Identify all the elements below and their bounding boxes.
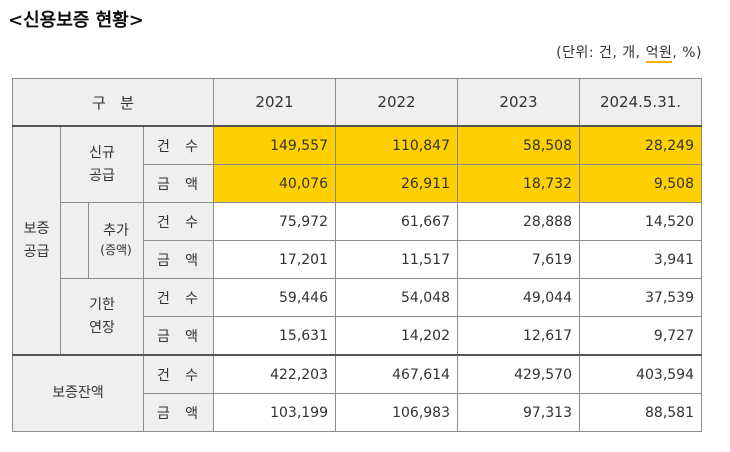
unit-suffix: , %) xyxy=(672,45,702,61)
cell-value: 58,508 xyxy=(457,125,580,165)
cell-value: 110,847 xyxy=(335,125,458,165)
group-extension: 기한 연장 xyxy=(60,278,144,356)
cell-value: 11,517 xyxy=(335,240,458,279)
cell-value: 37,539 xyxy=(579,278,702,317)
header-year-1: 2021 xyxy=(213,78,336,127)
cell-value: 3,941 xyxy=(579,240,702,279)
cell-value: 59,446 xyxy=(213,278,336,317)
cell-value: 9,727 xyxy=(579,316,702,356)
cell-value: 7,619 xyxy=(457,240,580,279)
group-new-supply: 신규 공급 xyxy=(60,125,144,203)
group-balance: 보증잔액 xyxy=(12,354,144,432)
cell-value: 88,581 xyxy=(579,393,702,432)
cell-value: 75,972 xyxy=(213,202,336,241)
cell-value: 28,888 xyxy=(457,202,580,241)
unit-prefix: (단위: 건, 개, xyxy=(556,45,646,61)
cell-value: 54,048 xyxy=(335,278,458,317)
cell-value: 12,617 xyxy=(457,316,580,356)
cell-value: 14,520 xyxy=(579,202,702,241)
group-guarantee-supply: 보증 공급 xyxy=(12,125,61,356)
cell-value: 61,667 xyxy=(335,202,458,241)
cell-value: 28,249 xyxy=(579,125,702,165)
cell-value: 149,557 xyxy=(213,125,336,165)
cell-value: 18,732 xyxy=(457,164,580,203)
group-spacer xyxy=(60,202,89,279)
cell-value: 103,199 xyxy=(213,393,336,432)
unit-highlight: 억원 xyxy=(645,45,673,63)
cell-value: 40,076 xyxy=(213,164,336,203)
cell-value: 422,203 xyxy=(213,354,336,394)
cell-value: 97,313 xyxy=(457,393,580,432)
header-row: 구 분 2021 2022 2023 2024.5.31. xyxy=(12,78,702,127)
cell-value: 106,983 xyxy=(335,393,458,432)
cell-value: 403,594 xyxy=(579,354,702,394)
header-year-4: 2024.5.31. xyxy=(579,78,702,127)
page-title: <신용보증 현황> xyxy=(8,10,144,31)
cell-value: 9,508 xyxy=(579,164,702,203)
unit-note: (단위: 건, 개, 억원, %) xyxy=(556,42,702,63)
cell-value: 17,201 xyxy=(213,240,336,279)
cell-value: 467,614 xyxy=(335,354,458,394)
header-year-2: 2022 xyxy=(335,78,458,127)
cell-value: 26,911 xyxy=(335,164,458,203)
header-category: 구 분 xyxy=(12,78,214,127)
cell-value: 429,570 xyxy=(457,354,580,394)
cell-value: 49,044 xyxy=(457,278,580,317)
cell-value: 14,202 xyxy=(335,316,458,356)
cell-value: 15,631 xyxy=(213,316,336,356)
credit-guarantee-table: 구 분 2021 2022 2023 2024.5.31. 보증 공급 신규 공… xyxy=(12,78,702,432)
header-year-3: 2023 xyxy=(457,78,580,127)
group-additional: 추가 (증액) xyxy=(88,202,144,279)
